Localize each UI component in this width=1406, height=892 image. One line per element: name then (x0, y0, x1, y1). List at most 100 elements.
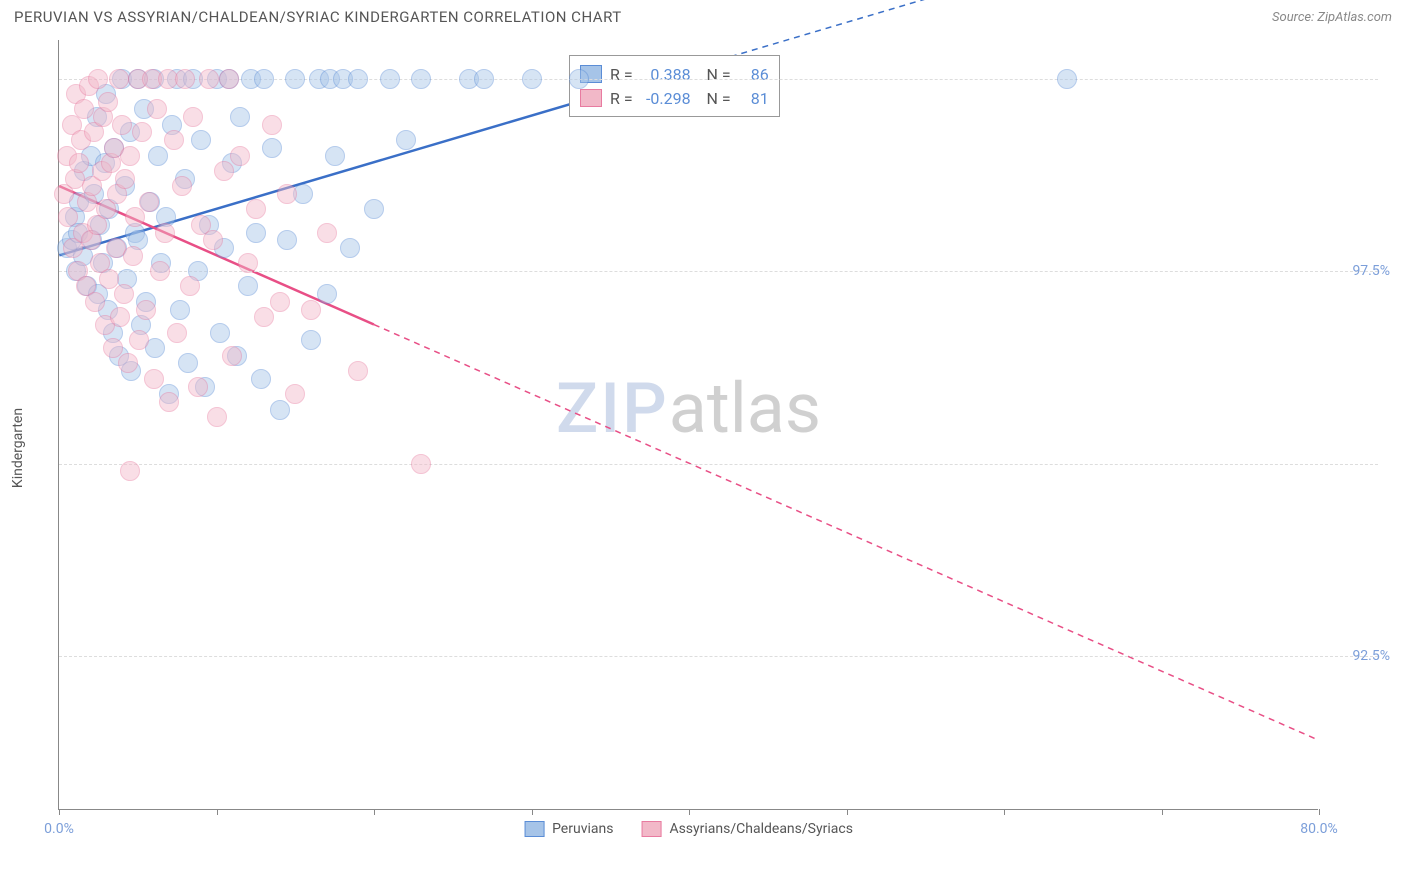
scatter-point (348, 69, 368, 89)
scatter-point (222, 346, 242, 366)
scatter-point (74, 99, 94, 119)
stats-n-label: N = (699, 89, 731, 108)
scatter-point (317, 284, 337, 304)
scatter-point (188, 377, 208, 397)
scatter-point (207, 407, 227, 427)
scatter-point (411, 69, 431, 89)
scatter-point (167, 323, 187, 343)
scatter-point (172, 176, 192, 196)
x-tick (689, 809, 690, 815)
scatter-point (139, 192, 159, 212)
scatter-point (301, 330, 321, 350)
stats-row: R =-0.298 N =81 (580, 86, 769, 110)
x-tick-label: 80.0% (1300, 821, 1338, 837)
scatter-point (1057, 69, 1077, 89)
stats-r-value: 0.388 (641, 65, 691, 84)
scatter-point (170, 300, 190, 320)
legend-swatch (641, 821, 661, 837)
scatter-point (380, 69, 400, 89)
stats-swatch (580, 89, 602, 107)
scatter-point (238, 276, 258, 296)
scatter-point (254, 307, 274, 327)
scatter-point (120, 461, 140, 481)
scatter-point (474, 69, 494, 89)
scatter-point (199, 69, 219, 89)
plot-area: ZIPatlas R =0.388 N =86R =-0.298 N =81 P… (58, 40, 1318, 810)
scatter-point (144, 369, 164, 389)
scatter-point (115, 169, 135, 189)
scatter-point (203, 230, 223, 250)
scatter-point (178, 353, 198, 373)
x-tick (532, 809, 533, 815)
x-tick (1004, 809, 1005, 815)
scatter-point (155, 223, 175, 243)
scatter-point (340, 238, 360, 258)
stats-r-label: R = (610, 65, 633, 84)
legend-item: Assyrians/Chaldeans/Syriacs (641, 821, 852, 837)
stats-n-value: 81 (739, 89, 769, 108)
scatter-point (254, 69, 274, 89)
scatter-point (325, 146, 345, 166)
scatter-point (112, 115, 132, 135)
scatter-point (238, 253, 258, 273)
scatter-point (230, 146, 250, 166)
scatter-point (175, 69, 195, 89)
scatter-point (136, 300, 156, 320)
stats-n-label: N = (699, 65, 731, 84)
stats-box: R = 0.388 N = 86R = -0.298 N = 81 (569, 55, 780, 117)
x-tick (217, 809, 218, 815)
scatter-point (85, 292, 105, 312)
scatter-point (159, 392, 179, 412)
stats-row: R = 0.388 N = 86 (580, 62, 769, 86)
scatter-point (164, 130, 184, 150)
stats-r-value: -0.298 (641, 89, 691, 108)
scatter-point (230, 107, 250, 127)
scatter-point (148, 146, 168, 166)
scatter-point (348, 361, 368, 381)
scatter-point (396, 130, 416, 150)
scatter-point (262, 115, 282, 135)
legend-item: Peruvians (524, 821, 613, 837)
scatter-point (183, 107, 203, 127)
scatter-point (246, 223, 266, 243)
x-tick (59, 809, 60, 815)
scatter-point (522, 69, 542, 89)
scatter-point (285, 69, 305, 89)
legend-label: Peruvians (552, 821, 613, 837)
scatter-point (301, 300, 321, 320)
gridline-h (59, 271, 1378, 272)
legend-label: Assyrians/Chaldeans/Syriacs (669, 821, 852, 837)
scatter-point (147, 99, 167, 119)
gridline-h (59, 464, 1378, 465)
scatter-point (132, 122, 152, 142)
x-tick (1162, 809, 1163, 815)
scatter-point (219, 69, 239, 89)
scatter-point (103, 338, 123, 358)
scatter-point (251, 369, 271, 389)
scatter-point (317, 223, 337, 243)
scatter-point (180, 276, 200, 296)
scatter-point (150, 261, 170, 281)
scatter-point (277, 230, 297, 250)
scatter-point (98, 92, 118, 112)
scatter-point (285, 384, 305, 404)
gridline-h (59, 656, 1378, 657)
scatter-point (411, 454, 431, 474)
x-tick (374, 809, 375, 815)
scatter-point (270, 292, 290, 312)
legend: Peruvians Assyrians/Chaldeans/Syriacs (524, 821, 853, 837)
scatter-point (129, 330, 149, 350)
source-attribution: Source: ZipAtlas.com (1272, 10, 1392, 25)
scatter-point (569, 69, 589, 89)
x-tick (847, 809, 848, 815)
y-tick-label: 97.5% (1352, 263, 1390, 279)
scatter-point (262, 138, 282, 158)
scatter-point (191, 130, 211, 150)
x-tick (1319, 809, 1320, 815)
y-tick-label: 92.5% (1352, 648, 1390, 664)
scatter-point (270, 400, 290, 420)
scatter-point (110, 307, 130, 327)
chart-container: Kindergarten ZIPatlas R =0.388 N =86R =-… (8, 30, 1398, 850)
stats-n-value: 86 (739, 65, 769, 84)
scatter-point (69, 153, 89, 173)
